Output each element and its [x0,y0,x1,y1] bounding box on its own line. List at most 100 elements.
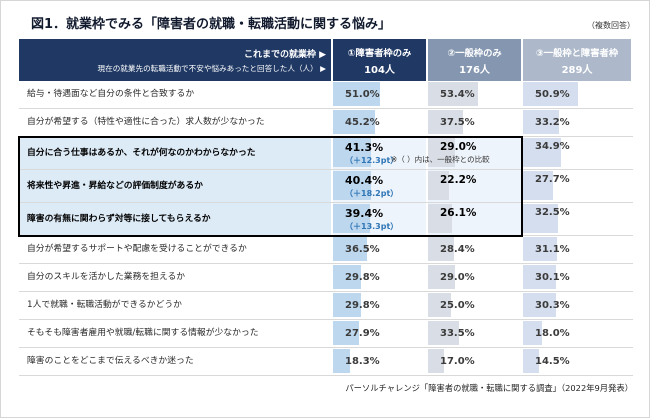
bar-general-and-disability [523,110,559,134]
row-label: 1人で就職・転職活動ができるかどうか [27,300,182,311]
value-cell-general-and-disability: 34.9% [523,137,631,169]
value-cell-general-and-disability: 30.1% [523,264,631,291]
value-wrap: 51.0% [333,81,426,108]
value-cell-general-and-disability: 32.5% [523,203,631,235]
value-cell-general-and-disability: 18.0% [523,320,631,347]
value-wrap: 40.4% （＋18.2pt） [333,170,426,202]
value-text: 26.1% [440,207,477,219]
value-text: 30.3% [535,300,570,311]
value-text: 36.5% [345,244,380,255]
column-label: ①障害者枠のみ [347,47,412,59]
value-cell-general-only: 17.0% [428,348,521,375]
value-text: 51.0% [345,89,380,100]
value-cell-general-only: 37.5% [428,109,521,136]
table-row: 1人で就職・転職活動ができるかどうか 29.8% 25.0% 30.3% [19,292,633,320]
diff-vs-general-text: （＋13.3pt） [345,222,399,231]
value-text: 37.5% [440,117,475,128]
column-header-general-only: ②一般枠のみ 176人 [428,39,521,81]
bar-disability-only [333,349,351,373]
value-wrap: 33.2% [523,109,631,136]
value-wrap: 29.0% [428,264,521,291]
value-wrap: 28.4% [428,236,521,263]
value-cell-general-only: 29.0% [428,137,521,169]
bar-general-only [428,171,449,200]
value-wrap: 25.0% [428,292,521,319]
bar-general-only [428,110,463,134]
survey-table: これまでの就業枠 ▶ 現在の就業先の転職活動で不安や悩みあったと回答した人（人）… [18,39,633,376]
value-wrap: 18.0% [523,320,631,347]
table-row: 将来性や昇進・昇給などの評価制度があるか 40.4% （＋18.2pt） 22.… [19,170,633,203]
bar-general-and-disability [523,237,557,261]
bar-disability-only [333,204,370,233]
bar-disability-only [333,237,367,261]
value-cell-disability-only: 45.2% [333,109,426,136]
value-cell-disability-only: 39.4% （＋13.3pt） [333,203,426,235]
value-text: 27.9% [345,328,380,339]
value-wrap: 39.4% （＋13.3pt） [333,203,426,235]
value-wrap: 27.9% [333,320,426,347]
value-cell-general-and-disability: 50.9% [523,81,631,108]
value-wrap: 29.0% [428,137,521,169]
row-label: 自分に合う仕事はあるか、それが何なのかわからなかった [19,137,331,169]
comparison-note: ※（ ）内は、一般枠との比較 [391,155,490,164]
value-text: 28.4% [440,244,475,255]
column-label: ③一般枠と障害者枠 [535,47,619,59]
value-wrap: 45.2% [333,109,426,136]
value-text: 18.3% [345,356,380,367]
figure-title: 図1．就業枠でみる「障害者の就職・転職活動に関する悩み」 [31,17,392,32]
value-wrap: 33.5% [428,320,521,347]
table-row: そもそも障害者雇用や就職/転職に関する情報が少なかった 27.9% 33.5% … [19,320,633,348]
value-wrap: 30.1% [523,264,631,291]
value-wrap: 31.1% [523,236,631,263]
value-text: 50.9% [535,89,570,100]
value-wrap: 26.1% [428,203,521,235]
column-label: ②一般枠のみ [447,47,502,59]
multiple-answer-note: （複数回答） [587,21,635,30]
row-label: 自分が希望するサポートや配慮を受けることができるか [27,244,247,255]
value-text: 29.8% [345,272,380,283]
value-text: 27.7% [535,174,570,185]
column-count: 104人 [364,64,395,76]
footer-source: パーソルチャレンジ「障害者の就職・転職に関する調査」（2022年9月発表） [345,383,633,393]
value-text: 33.5% [440,328,475,339]
value-cell-general-only: 29.0% [428,264,521,291]
value-cell-general-only: 28.4% [428,236,521,263]
bar-general-only [428,82,478,106]
value-cell-general-only: 25.0% [428,292,521,319]
value-cell-disability-only: 41.3% （＋12.3pt） [333,137,426,169]
value-wrap: 29.8% [333,292,426,319]
row-label: 給与・待遇面など自分の条件と合致するか [27,89,195,100]
value-cell-disability-only: 29.8% [333,264,426,291]
value-wrap: 41.3% （＋12.3pt） [333,137,426,169]
value-text: 25.0% [440,300,475,311]
table-header: これまでの就業枠 ▶ 現在の就業先の転職活動で不安や悩みあったと回答した人（人）… [19,39,633,81]
bar-disability-only [333,171,371,200]
value-text: 45.2% [345,117,380,128]
diff-vs-general-text: （＋12.3pt） [345,156,399,165]
bar-disability-only [333,293,361,317]
value-cell-general-and-disability: 14.5% [523,348,631,375]
value-text: 32.5% [535,207,570,218]
value-text: 29.8% [345,300,380,311]
bar-disability-only [333,138,372,167]
value-cell-general-only: 33.5% [428,320,521,347]
table-row: 自分が希望する（特性や適性に合った）求人数が少なかった 45.2% 37.5% … [19,109,633,137]
bar-general-and-disability [523,204,559,233]
table-body: 給与・待遇面など自分の条件と合致するか 51.0% 53.4% 50.9% 自分… [19,81,633,376]
column-count: 289人 [561,64,593,76]
bar-general-and-disability [523,265,556,289]
value-wrap: 17.0% [428,348,521,375]
diff-vs-general-text: （＋18.2pt） [345,189,399,198]
value-cell-disability-only: 51.0% [333,81,426,108]
value-wrap: 50.9% [523,81,631,108]
value-text: 53.4% [440,89,475,100]
bar-general-only [428,293,452,317]
value-cell-disability-only: 40.4% （＋18.2pt） [333,170,426,202]
table-row: 自分に合う仕事はあるか、それが何なのかわからなかった 41.3% （＋12.3p… [19,137,633,170]
value-text: 29.0% [440,141,477,153]
value-text: 33.2% [535,117,570,128]
header-left-cell: これまでの就業枠 ▶ 現在の就業先の転職活動で不安や悩みあったと回答した人（人）… [19,39,331,81]
table-row: 給与・待遇面など自分の条件と合致するか 51.0% 53.4% 50.9% [19,81,633,109]
value-wrap: 27.7% [523,170,631,202]
header-respondents-label: 現在の就業先の転職活動で不安や悩みあったと回答した人（人） ▶ [97,63,326,73]
